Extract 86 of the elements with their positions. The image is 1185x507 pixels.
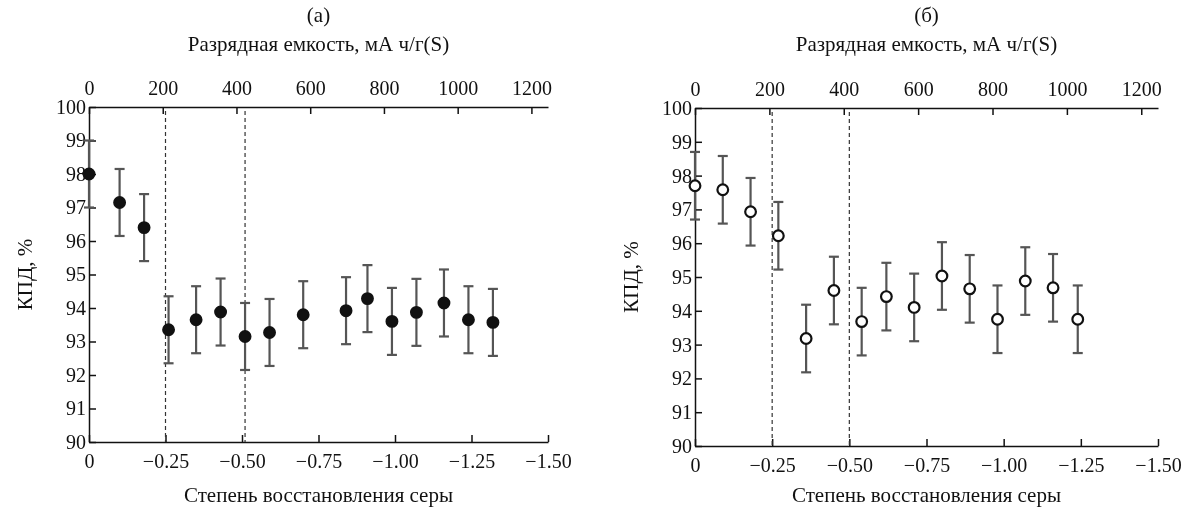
x2-tick-label: 800 (978, 78, 1009, 100)
y-tick-label: 100 (662, 96, 692, 119)
y-tick-label: 95 (672, 265, 692, 288)
x-tick-label: 0 (690, 454, 701, 477)
x-tick-label: −1.50 (525, 450, 572, 473)
x2-tick-label: 200 (148, 77, 179, 99)
y-tick-label: 97 (66, 196, 86, 219)
x-tick-label: −1.00 (981, 454, 1028, 477)
point (963, 282, 977, 296)
x2-tick-label: 1200 (1121, 78, 1162, 100)
point (361, 292, 374, 306)
y-tick-label: 91 (672, 401, 692, 424)
point (214, 305, 228, 319)
x2-tick-label: 200 (754, 78, 785, 100)
y-tick-label: 90 (66, 430, 86, 453)
y-axis-title: КПД, % (13, 238, 37, 311)
x2-axis-title: Разрядная емкость, мА ч/г(S) (187, 32, 450, 56)
point (296, 308, 310, 322)
point (409, 305, 423, 319)
point (1018, 274, 1032, 288)
y-tick-label: 90 (672, 434, 692, 457)
point (827, 284, 841, 297)
y-tick-label: 92 (672, 367, 692, 390)
point (263, 326, 276, 339)
point (1046, 281, 1060, 295)
x-axis-title: Степень восстановления серы (791, 483, 1062, 507)
x2-tick-label: 1200 (511, 77, 552, 99)
point (855, 315, 869, 329)
point (879, 290, 893, 304)
point (162, 323, 176, 337)
x-tick-label: −0.75 (903, 454, 951, 477)
point (189, 313, 203, 327)
y-tick-label: 93 (672, 333, 692, 356)
y-tick-label: 94 (66, 296, 86, 319)
y-tick-label: 92 (66, 363, 86, 386)
x-tick-label: −1.50 (1135, 454, 1182, 477)
point (385, 314, 399, 328)
x2-tick-label: 0 (690, 78, 701, 100)
point (137, 221, 151, 235)
point (991, 312, 1004, 326)
y-tick-label: 99 (66, 129, 86, 152)
y-tick-label: 99 (672, 130, 692, 153)
point (238, 330, 252, 343)
y-tick-label: 96 (672, 232, 692, 255)
point (771, 229, 785, 243)
y-tick-label: 91 (66, 397, 86, 420)
x2-tick-label: 0 (84, 77, 95, 99)
x2-tick-label: 1000 (1047, 78, 1088, 100)
x2-tick-label: 600 (903, 78, 934, 100)
x-tick-label: −0.75 (295, 450, 343, 473)
point (744, 205, 758, 219)
x-tick-label: −1.25 (1058, 454, 1105, 477)
x-tick-label: −0.25 (142, 450, 190, 473)
point (437, 296, 451, 310)
x-tick-label: −0.50 (826, 454, 873, 477)
y-tick-label: 93 (66, 330, 86, 353)
point (113, 196, 127, 209)
x-tick-label: −1.25 (448, 450, 496, 473)
point (716, 183, 730, 197)
x2-tick-label: 800 (369, 77, 400, 99)
x2-axis-title: Разрядная емкость, мА ч/г(S) (795, 32, 1058, 56)
y-axis-title: КПД, % (619, 241, 643, 313)
y-tick-label: 98 (672, 164, 692, 187)
x2-tick-label: 400 (221, 77, 252, 99)
x2-tick-label: 600 (295, 77, 326, 99)
point (799, 332, 813, 345)
y-tick-label: 95 (66, 263, 86, 286)
y-tick-label: 100 (56, 95, 86, 118)
x-axis-title: Степень восстановления серы (183, 483, 454, 507)
x2-tick-label: 1000 (438, 77, 479, 99)
point (486, 315, 500, 329)
x-tick-label: −0.50 (219, 450, 266, 473)
point (339, 304, 353, 318)
y-tick-label: 94 (672, 299, 692, 322)
x-tick-label: −0.25 (749, 454, 796, 477)
point (935, 269, 949, 283)
chart-title: (б) (914, 3, 939, 27)
x-tick-label: 0 (84, 450, 95, 473)
x2-tick-label: 400 (829, 78, 860, 100)
y-tick-label: 96 (66, 229, 86, 252)
point (907, 300, 921, 314)
chart-title: (a) (306, 3, 331, 27)
x-tick-label: −1.00 (372, 450, 419, 473)
point (461, 313, 475, 327)
point (1071, 312, 1085, 326)
y-tick-label: 97 (672, 198, 692, 221)
